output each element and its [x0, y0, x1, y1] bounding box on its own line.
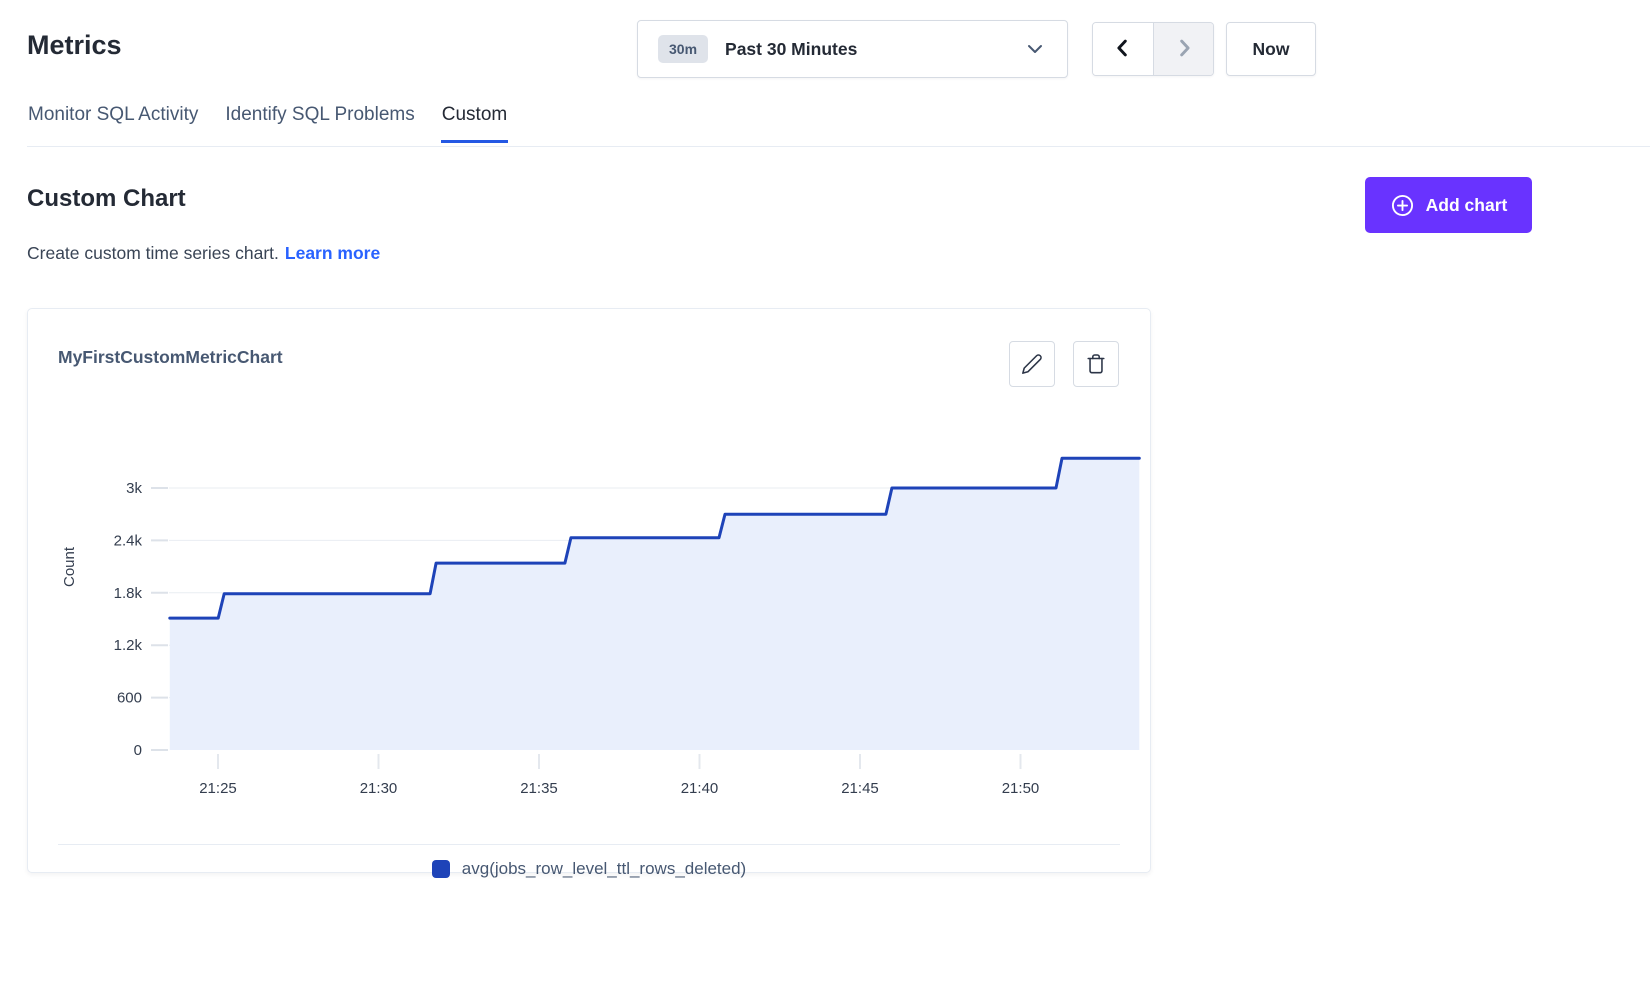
tab-identify-sql-problems[interactable]: Identify SQL Problems	[224, 104, 415, 143]
add-chart-button[interactable]: Add chart	[1365, 177, 1532, 233]
legend-swatch	[432, 860, 450, 878]
page-title: Metrics	[27, 30, 122, 61]
metrics-page: Metrics 30m Past 30 Minutes Now Monitor …	[0, 0, 1650, 982]
svg-text:1.8k: 1.8k	[114, 585, 143, 602]
chevron-left-icon	[1112, 37, 1134, 62]
chart-card: MyFirstCustomMetricChart 06001.2k1.8k2.4…	[27, 308, 1151, 873]
chevron-right-icon	[1173, 37, 1195, 62]
plus-circle-icon	[1390, 193, 1415, 218]
svg-text:21:35: 21:35	[520, 780, 558, 797]
svg-text:21:45: 21:45	[841, 780, 879, 797]
svg-text:2.4k: 2.4k	[114, 532, 143, 549]
prev-time-button[interactable]	[1093, 23, 1153, 75]
tab-custom[interactable]: Custom	[441, 104, 508, 143]
svg-text:21:25: 21:25	[199, 780, 237, 797]
tab-monitor-sql-activity[interactable]: Monitor SQL Activity	[27, 104, 199, 143]
now-button[interactable]: Now	[1226, 22, 1316, 76]
chevron-down-icon	[1027, 44, 1043, 54]
legend-label: avg(jobs_row_level_ttl_rows_deleted)	[462, 859, 746, 879]
svg-text:Count: Count	[61, 546, 78, 587]
add-chart-label: Add chart	[1426, 195, 1508, 216]
time-nav-group	[1092, 22, 1214, 76]
custom-chart-description: Create custom time series chart. Learn mo…	[27, 243, 380, 264]
card-divider	[58, 844, 1120, 845]
svg-text:1.2k: 1.2k	[114, 637, 143, 654]
next-time-button[interactable]	[1153, 23, 1213, 75]
time-range-dropdown[interactable]: 30m Past 30 Minutes	[637, 20, 1068, 78]
svg-text:21:40: 21:40	[681, 780, 719, 797]
time-range-badge: 30m	[658, 35, 708, 63]
svg-text:600: 600	[117, 690, 142, 707]
learn-more-link[interactable]: Learn more	[285, 243, 380, 263]
metrics-tabs: Monitor SQL Activity Identify SQL Proble…	[27, 104, 508, 143]
tabs-divider	[27, 146, 1650, 147]
chart-legend: avg(jobs_row_level_ttl_rows_deleted)	[28, 859, 1150, 879]
svg-text:21:30: 21:30	[360, 780, 398, 797]
custom-chart-heading: Custom Chart	[27, 185, 186, 213]
chart-plot: 0 600 1.2k 1.8k 2.4k 3k 21:25 21:30 21:35 21:40 21…	[28, 309, 1152, 829]
svg-text:0: 0	[134, 742, 142, 759]
svg-text:3k: 3k	[126, 480, 142, 497]
svg-text:21:50: 21:50	[1002, 780, 1040, 797]
description-text: Create custom time series chart.	[27, 243, 279, 263]
time-range-label: Past 30 Minutes	[725, 39, 857, 60]
